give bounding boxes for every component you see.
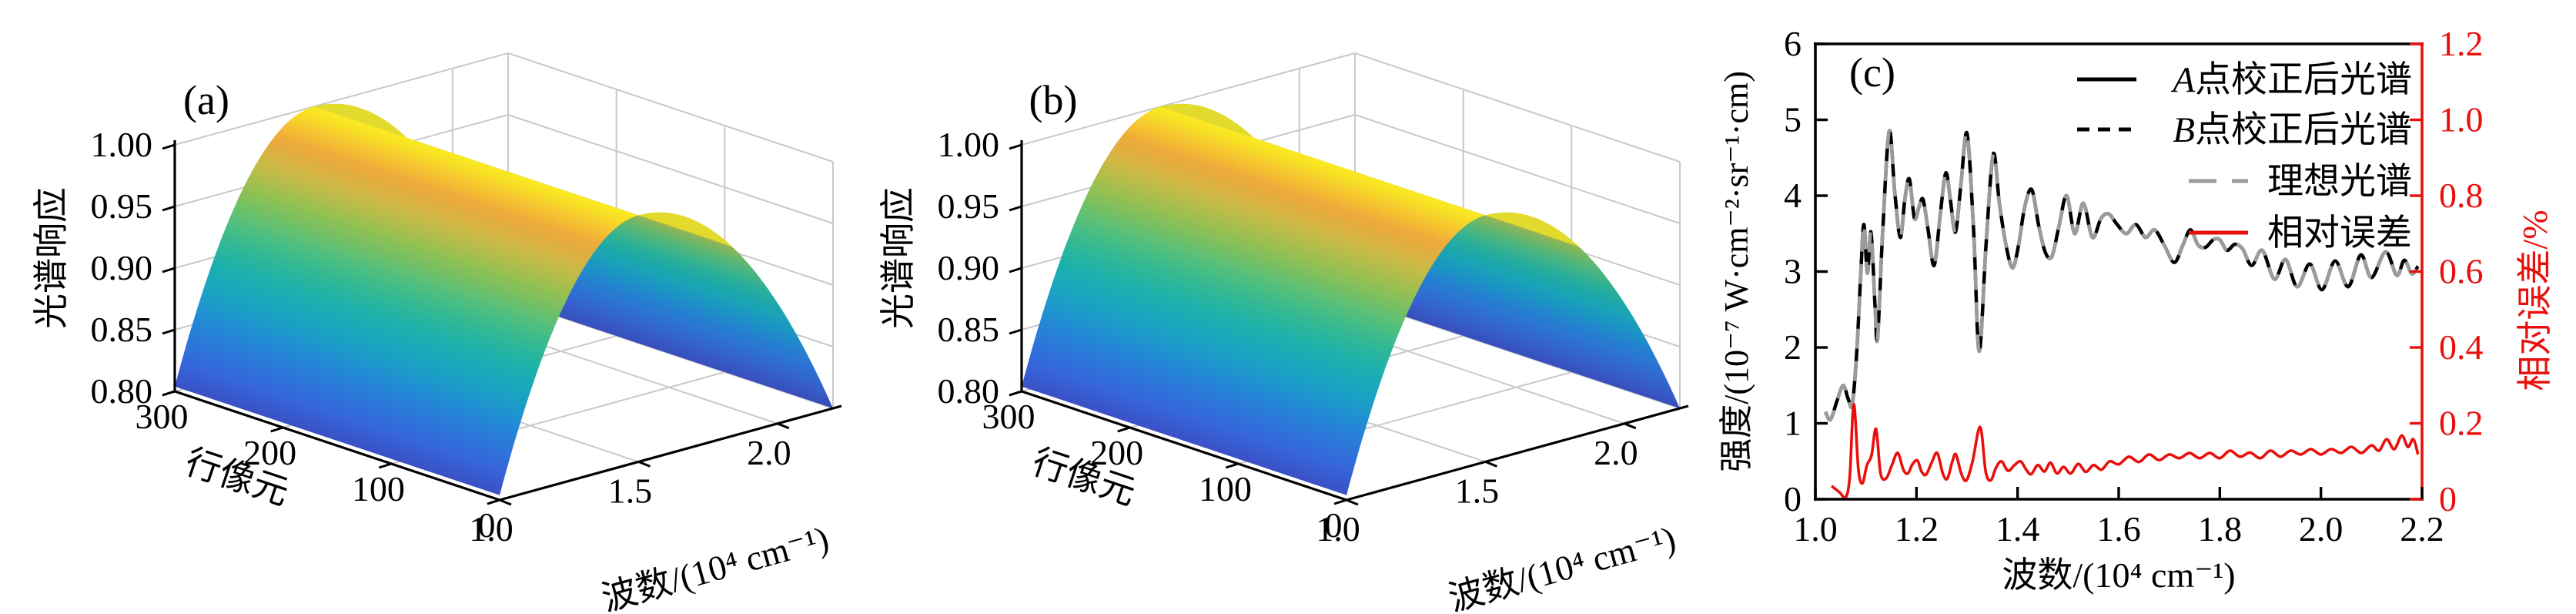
row-tick-label: 0 [478,505,496,545]
right-tick-label: 0 [2439,479,2457,518]
grid-line [507,52,834,163]
bottom-tick-label: 2.0 [2299,509,2343,549]
relative-error-curve [1830,403,2420,499]
grid-line [1354,114,1681,224]
row-tick [162,390,176,397]
z-tick [1009,328,1022,335]
bottom-tick-label: 1.0 [1793,509,1838,549]
x-axis-label: 波数/(10⁴ cm⁻¹) [2002,555,2235,595]
left-tick-label: 6 [1784,24,1802,63]
right-axis-label: 相对误差/% [2515,210,2554,391]
panel-title: (a) [183,77,229,123]
row-tick-label: 300 [982,397,1035,436]
z-tick [1009,205,1022,212]
row-tick-label: 200 [243,433,296,472]
x-tick-label: 1.5 [608,471,653,510]
left-tick-label: 4 [1784,176,1802,215]
x-axis [1346,404,1689,502]
legend-label: B点校正后光谱 [2173,110,2412,150]
z-tick-label: 0.90 [91,248,153,287]
panel-title: (c) [1849,49,1895,96]
row-tick-label: 300 [135,397,189,436]
x-tick [637,461,651,468]
legend-label: 相对误差 [2267,213,2412,253]
surface-left-face [175,106,639,495]
z-tick-label: 1.00 [91,125,153,164]
row-tick-label: 100 [352,469,405,508]
row-axis [174,390,500,502]
x-axis-label: 波数/(10⁴ cm⁻¹) [1444,518,1680,614]
left-tick-label: 5 [1784,100,1802,139]
left-tick-label: 3 [1784,252,1802,291]
x-tick [1624,422,1637,430]
bottom-tick-label: 1.6 [2096,509,2141,549]
surface-left-face [1022,106,1486,495]
z-axis-label: 光谱响应 [32,187,71,329]
z-tick-label: 0.95 [938,186,1000,226]
x-tick-label: 2.0 [747,433,791,472]
grid-line [1354,52,1681,163]
x-tick-label: 1.0 [469,509,514,549]
panel-title: (b) [1029,77,1078,123]
row-tick-label: 100 [1199,469,1252,508]
left-tick-label: 2 [1784,327,1802,367]
x-tick [499,498,512,506]
left-axis-label: 强度/(10⁻⁷ W·cm⁻²·sr⁻¹·cm) [1718,71,1755,472]
z-tick-label: 0.80 [91,371,153,411]
z-tick [162,205,176,212]
x-tick-label: 1.0 [1316,509,1360,549]
row-tick-label: 200 [1090,433,1143,472]
bottom-tick-label: 2.2 [2400,509,2444,549]
row-tick [1009,390,1022,397]
legend-label: A点校正后光谱 [2170,60,2412,100]
right-tick-label: 0.2 [2439,404,2484,443]
row-tick [1225,462,1239,469]
bottom-tick-label: 1.8 [2198,509,2243,549]
x-axis-label: 波数/(10⁴ cm⁻¹) [597,518,833,614]
row-tick [378,462,392,469]
row-tick [1333,498,1347,505]
right-tick-label: 0.6 [2439,252,2484,291]
right-tick-label: 0.8 [2439,176,2484,215]
z-tick-label: 0.90 [938,248,1000,287]
z-tick-label: 0.80 [938,371,1000,411]
z-tick [162,143,176,150]
x-tick [1346,498,1359,506]
row-tick [1117,426,1131,433]
row-tick [270,426,284,433]
bottom-tick-label: 1.4 [1996,509,2040,549]
row-tick [487,498,500,505]
z-axis-label: 光谱响应 [878,187,918,329]
x-axis [499,404,842,502]
spectrum-ideal-curve [1824,129,2420,422]
legend-label: 理想光谱 [2267,162,2412,202]
z-tick-label: 1.00 [938,125,1000,164]
z-tick-label: 0.95 [91,186,153,226]
z-tick [162,267,176,273]
z-tick [1009,267,1022,273]
left-tick-label: 1 [1784,404,1802,443]
right-tick-label: 0.4 [2439,327,2484,367]
z-tick-label: 0.85 [91,310,153,349]
x-tick-label: 2.0 [1594,433,1638,472]
bottom-tick-label: 1.2 [1895,509,1939,549]
x-tick-label: 1.5 [1455,471,1500,510]
grid-line [507,114,834,224]
z-tick-label: 0.85 [938,310,1000,349]
curves-group [1824,129,2420,499]
x-tick [777,422,790,430]
z-tick [1009,143,1022,150]
right-tick-label: 1.2 [2439,24,2484,63]
z-tick [162,328,176,335]
right-tick-label: 1.0 [2439,100,2484,139]
left-tick-label: 0 [1784,479,1802,518]
row-tick-label: 0 [1325,505,1343,545]
row-axis [1021,390,1347,502]
line-plot-c: 0 1 2 3 4 5 6 0 0.2 0.4 0.6 0.8 1.0 1.2 1.0 1.2 1.4 1.6 1.… [1718,24,2554,595]
x-tick [1484,461,1497,468]
